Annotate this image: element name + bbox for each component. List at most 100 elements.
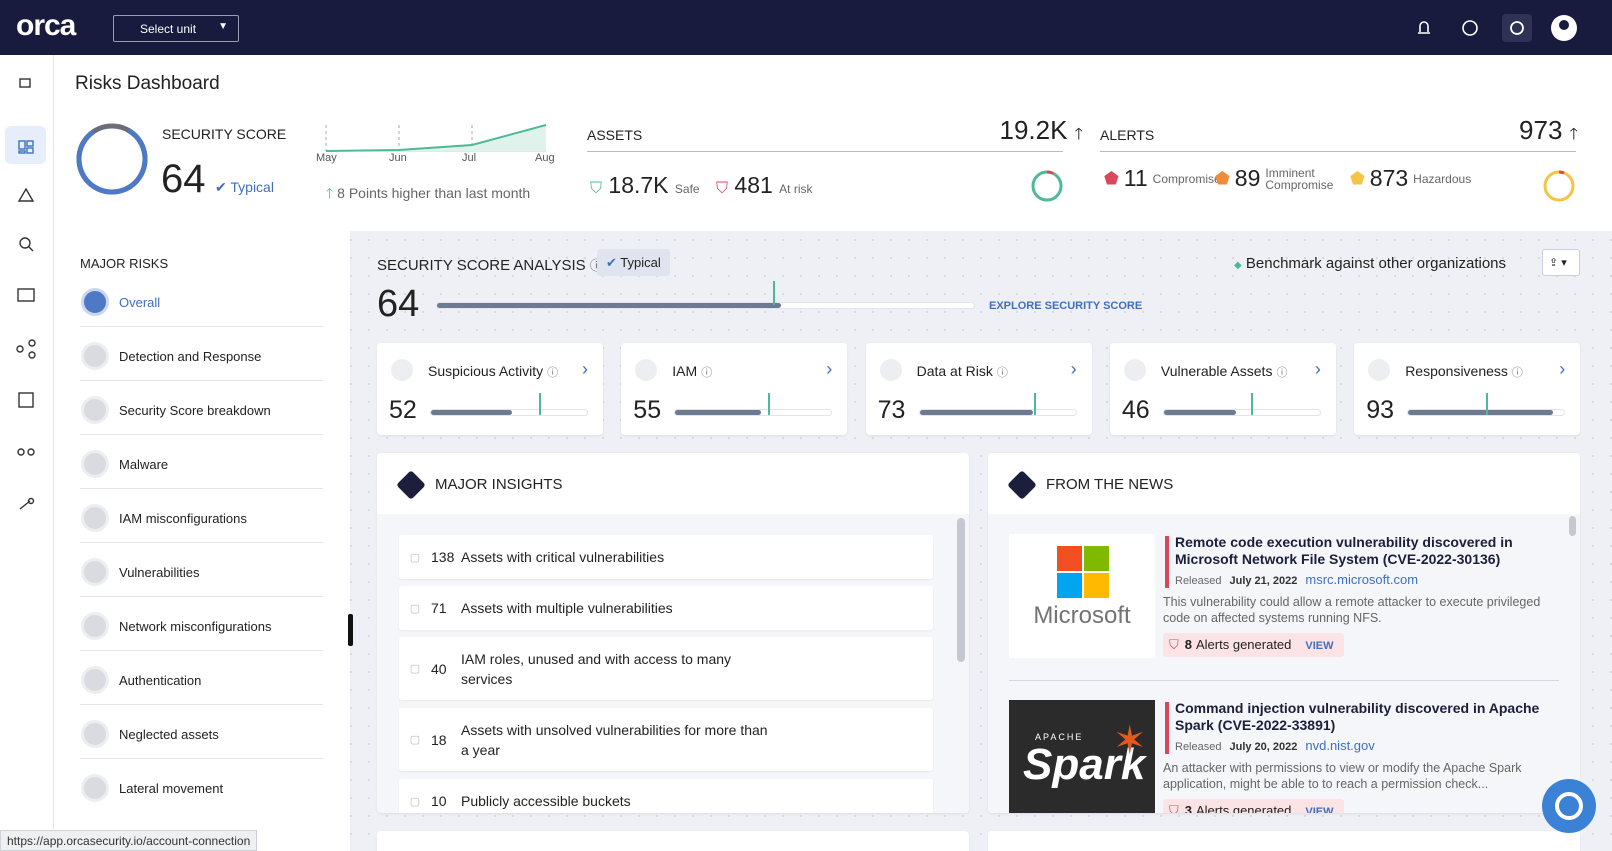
top-bar: orca Select unit ▼ <box>0 0 1612 55</box>
category-card[interactable]: Data at Risk ⓘ › 73 <box>865 343 1092 435</box>
unit-select[interactable]: Select unit ▼ <box>113 15 239 42</box>
risk-item[interactable]: Security Score breakdown <box>119 403 271 418</box>
risk-item[interactable]: Overall <box>119 295 161 310</box>
category-name: IAM <box>672 363 698 379</box>
logo[interactable]: orca <box>16 9 76 42</box>
view-link[interactable]: VIEW <box>1305 806 1334 813</box>
risk-item[interactable]: Vulnerabilities <box>119 565 200 580</box>
bell-icon[interactable] <box>1418 21 1430 34</box>
content: MAJOR RISKS Overall Detection and Respons… <box>54 231 1612 851</box>
explore-link[interactable]: EXPLORE SECURITY SCORE <box>989 300 1143 312</box>
risk-item[interactable]: Lateral movement <box>119 781 224 796</box>
score-sparkline <box>325 124 547 152</box>
score-status-text: Typical <box>230 179 274 195</box>
risk-item[interactable]: Detection and Response <box>119 349 262 364</box>
category-icon <box>879 359 902 381</box>
category-score: 52 <box>389 396 417 424</box>
alert-value: 11 <box>1123 165 1148 191</box>
alert-item: ⬟ 11 Compromise <box>1104 165 1221 192</box>
unit-select-label: Select unit <box>140 22 197 36</box>
panel-handle[interactable] <box>348 614 353 646</box>
insight-icon: ▢ <box>409 551 421 564</box>
alert-icon: ⬟ <box>1215 168 1230 188</box>
category-card[interactable]: Responsiveness ⓘ › 93 <box>1354 343 1581 435</box>
category-icon <box>1123 359 1146 381</box>
insight-count: 10 <box>431 793 447 809</box>
insight-count: 138 <box>431 549 455 565</box>
news-title: FROM THE NEWS <box>1046 476 1174 493</box>
settings-icon[interactable] <box>1502 14 1532 42</box>
risk-item[interactable]: Network misconfigurations <box>119 619 272 634</box>
risk-icon <box>81 504 109 532</box>
page-title: Risks Dashboard <box>75 73 220 94</box>
news-headline[interactable]: Command injection vulnerability discover… <box>1175 700 1540 733</box>
alerts-total-value: 973 <box>1519 115 1563 145</box>
risk-item[interactable]: Authentication <box>119 673 202 688</box>
risk-item[interactable]: IAM misconfigurations <box>119 511 247 526</box>
chevron: › <box>582 359 588 379</box>
nav-icons <box>16 78 36 510</box>
analysis-status-text: Typical <box>620 255 661 270</box>
next-panel <box>988 831 1580 851</box>
news-summary: An attacker with permissions to view or … <box>1163 761 1522 791</box>
month-label: Jul <box>462 152 477 164</box>
news-scrollbar[interactable] <box>1569 516 1576 536</box>
insight-icon: ▢ <box>409 663 421 675</box>
alert-item: ⬟ 873 Hazardous <box>1350 165 1471 192</box>
news-panel: FROM THE NEWS Microsoft Remote code execu… <box>988 453 1580 813</box>
category-score: 73 <box>877 396 906 424</box>
assets-divider <box>587 151 1063 152</box>
insight-icon: ▢ <box>409 602 421 615</box>
category-title: Vulnerable Assets ⓘ <box>1161 363 1288 380</box>
benchmark-marker <box>1486 393 1489 415</box>
next-panel <box>377 831 969 851</box>
assets-risk: ⛉ 481 At risk <box>716 172 813 198</box>
insight-count: 40 <box>431 660 447 677</box>
ms-square <box>1057 546 1082 571</box>
pill-icon: ⛉ <box>1169 803 1179 813</box>
view-link[interactable]: VIEW <box>1305 640 1334 652</box>
help-icon[interactable] <box>1462 20 1478 36</box>
news-source[interactable]: nvd.nist.gov <box>1305 738 1375 753</box>
news-headline[interactable]: Remote code execution vulnerability disc… <box>1175 534 1513 567</box>
analysis-title-text: SECURITY SCORE ANALYSIS <box>377 257 586 274</box>
category-bar-track <box>674 409 833 416</box>
category-card[interactable]: Suspicious Activity ⓘ › 52 <box>377 343 603 435</box>
info-icon: ⓘ <box>547 367 559 379</box>
news-source[interactable]: msrc.microsoft.com <box>1305 572 1419 587</box>
risk-item[interactable]: Neglected assets <box>119 727 219 742</box>
benchmark-marker <box>1033 393 1036 415</box>
insight-item[interactable]: ▢ 10 Publicly accessible buckets <box>399 779 933 813</box>
scrollbar[interactable] <box>957 518 965 662</box>
insight-item[interactable]: ▢ 18 Assets with unsolved vulnerabilities … <box>399 708 933 771</box>
category-score: 55 <box>633 396 662 424</box>
chat-button[interactable] <box>1541 778 1597 834</box>
risk-icon <box>81 558 109 586</box>
category-bar <box>1163 410 1236 415</box>
category-score: 46 <box>1121 396 1150 424</box>
category-name: Suspicious Activity <box>428 363 544 379</box>
news-released: Released July 20, 2022 nvd.nist.gov <box>1175 738 1375 753</box>
insight-item[interactable]: ▢ 71 Assets with multiple vulnerabilities <box>399 586 933 630</box>
avatar-head <box>1559 20 1569 30</box>
chevron: › <box>1314 359 1321 379</box>
risk-icon <box>81 720 109 748</box>
insight-item[interactable]: ▢ 40 IAM roles, unused and with access to … <box>399 637 933 700</box>
assets-safe: ⛉ 18.7K Safe <box>590 172 700 198</box>
benchmark-marker <box>1251 393 1254 415</box>
released-label: Released <box>1175 575 1222 587</box>
insight-item[interactable]: ▢ 138 Assets with critical vulnerabilities <box>399 535 933 579</box>
category-icon <box>1368 359 1391 381</box>
category-score: 93 <box>1366 396 1394 424</box>
risk-item[interactable]: Malware <box>119 457 169 472</box>
risk-icon <box>81 450 109 478</box>
category-card[interactable]: IAM ⓘ › 55 <box>621 343 848 435</box>
news-divider <box>1009 680 1559 681</box>
category-card[interactable]: Vulnerable Assets ⓘ › 46 <box>1109 343 1336 435</box>
benchmark-toggle[interactable]: ◆ Benchmark against other organizations <box>1234 255 1507 272</box>
analysis-bar-track <box>436 302 975 309</box>
score-ring <box>76 123 148 195</box>
export-button[interactable]: ⇪ ▾ <box>1542 249 1580 276</box>
alert-label: Hazardous <box>1413 171 1472 186</box>
